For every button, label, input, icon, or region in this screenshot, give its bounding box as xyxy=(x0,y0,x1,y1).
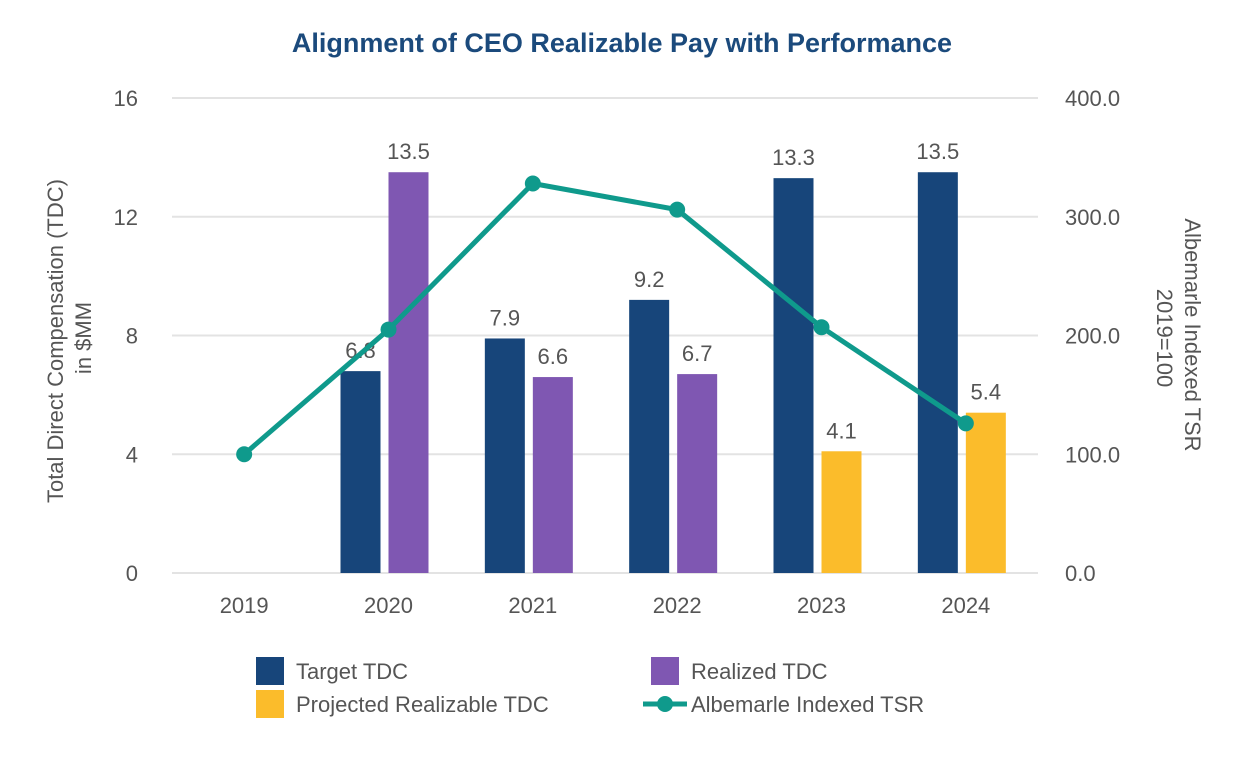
bar-data-labels: 6.813.57.96.69.26.713.34.113.55.4 xyxy=(345,139,1001,443)
y-tick-label: 4 xyxy=(126,442,138,467)
bar-target-tdc xyxy=(629,299,670,573)
x-tick-label: 2021 xyxy=(508,593,557,618)
tsr-line-layer xyxy=(236,175,974,463)
bar-value-label: 13.3 xyxy=(772,145,815,170)
bar-projected-realizable-tdc xyxy=(965,412,1006,573)
bar-value-label: 7.9 xyxy=(490,305,521,330)
tsr-point xyxy=(380,321,397,338)
x-tick-label: 2019 xyxy=(220,593,269,618)
bar-target-tdc xyxy=(484,338,525,573)
bar-projected-realizable-tdc xyxy=(821,451,862,573)
y2-tick-label: 200.0 xyxy=(1065,324,1120,349)
right-axis-title-line1: Albemarle Indexed TSR xyxy=(1180,218,1205,451)
y2-tick-label: 0.0 xyxy=(1065,561,1096,586)
x-tick-label: 2024 xyxy=(941,593,990,618)
legend-swatch-realized-tdc xyxy=(651,657,679,685)
legend-marker-tsr xyxy=(657,696,673,712)
y2-tick-label: 300.0 xyxy=(1065,205,1120,230)
left-axis-title-line1: Total Direct Compensation (TDC) xyxy=(43,179,68,503)
tsr-point xyxy=(524,175,541,192)
bar-realized-tdc xyxy=(532,377,573,573)
x-axis-ticks: 2019 2020 2021 2022 2023 2024 xyxy=(220,593,991,618)
x-tick-label: 2022 xyxy=(653,593,702,618)
y2-tick-label: 100.0 xyxy=(1065,442,1120,467)
bar-target-tdc xyxy=(917,172,958,573)
bar-value-label: 6.7 xyxy=(682,341,713,366)
bar-target-tdc xyxy=(340,371,381,573)
tsr-line xyxy=(242,181,968,457)
y-tick-label: 12 xyxy=(114,205,138,230)
left-axis-title: Total Direct Compensation (TDC) in $MM xyxy=(43,173,96,503)
right-axis-title-line2: 2019=100 xyxy=(1152,289,1177,388)
gridlines xyxy=(172,97,1038,574)
bar-value-label: 4.1 xyxy=(826,418,857,443)
bar-value-label: 9.2 xyxy=(634,267,665,292)
tsr-point xyxy=(813,319,830,336)
tsr-point xyxy=(236,446,253,463)
legend-swatch-target-tdc xyxy=(256,657,284,685)
y-tick-label: 8 xyxy=(126,324,138,349)
bar-realized-tdc xyxy=(677,374,718,573)
bar-target-tdc xyxy=(773,178,814,573)
bars xyxy=(340,172,1006,573)
y2-tick-label: 400.0 xyxy=(1065,86,1120,111)
legend-label-projected-tdc: Projected Realizable TDC xyxy=(296,692,549,717)
y-tick-label: 16 xyxy=(114,86,138,111)
legend: Target TDC Realized TDC Projected Realiz… xyxy=(256,657,924,718)
chart-title: Alignment of CEO Realizable Pay with Per… xyxy=(292,28,952,58)
tsr-point xyxy=(669,201,686,218)
bar-value-label: 5.4 xyxy=(971,380,1002,405)
legend-label-realized-tdc: Realized TDC xyxy=(691,659,828,684)
left-axis-title-line2: in $MM xyxy=(71,302,96,374)
legend-label-target-tdc: Target TDC xyxy=(296,659,408,684)
x-tick-label: 2020 xyxy=(364,593,413,618)
bar-realized-tdc xyxy=(388,172,429,573)
x-tick-label: 2023 xyxy=(797,593,846,618)
bar-value-label: 13.5 xyxy=(916,139,959,164)
legend-label-tsr: Albemarle Indexed TSR xyxy=(691,692,924,717)
legend-swatch-projected-tdc xyxy=(256,690,284,718)
right-axis-title: Albemarle Indexed TSR 2019=100 xyxy=(1152,218,1205,457)
left-axis-ticks: 0 4 8 12 16 xyxy=(114,86,138,586)
bar-value-label: 6.6 xyxy=(538,344,569,369)
bar-value-label: 13.5 xyxy=(387,139,430,164)
right-axis-ticks: 0.0 100.0 200.0 300.0 400.0 xyxy=(1065,86,1120,586)
tsr-point xyxy=(957,415,974,432)
y-tick-label: 0 xyxy=(126,561,138,586)
